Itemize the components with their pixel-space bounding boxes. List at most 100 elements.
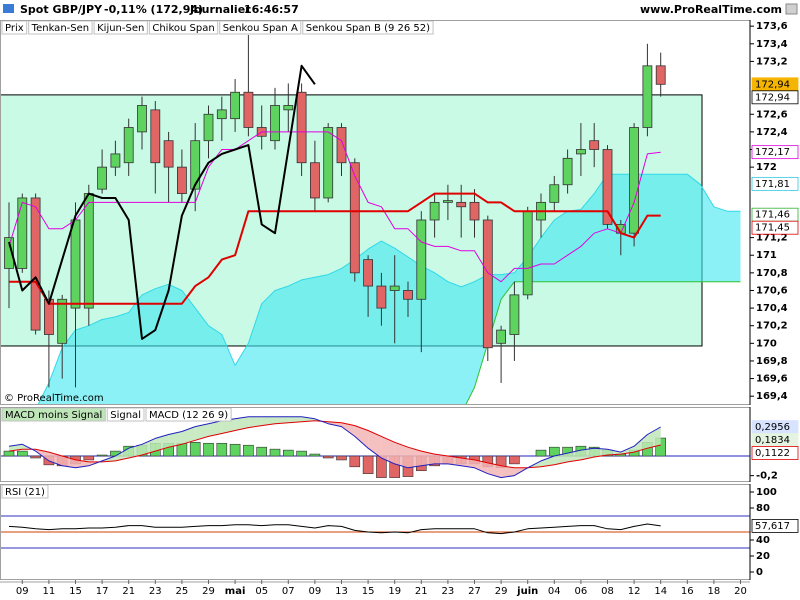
macd-band [408,447,422,468]
macd-band [142,438,156,456]
watermark: © ProRealTime.com [4,393,104,404]
y-tick-label: 173,2 [756,56,788,67]
legend-entry: Prix [5,23,24,34]
indicator-line [9,192,661,305]
candle-body [509,294,520,335]
y-tick-label: 170 [756,338,777,349]
histogram-bar [3,450,15,457]
x-tick-label: 08 [601,586,614,597]
candle-body [376,285,387,309]
macd-band [354,425,369,449]
x-tick-label: 17 [96,586,109,597]
x-tick-label: 05 [255,586,268,597]
macd-band [368,430,382,458]
candle-body [549,184,560,203]
y-tick-label: 170,8 [756,268,788,279]
panel [0,515,750,549]
x-tick-label: 23 [149,586,162,597]
y-tick-label: 171 [756,250,777,261]
legend-entry: Chikou Span [152,23,214,34]
macd-band [341,422,355,437]
x-tick-label: 27 [468,586,481,597]
candle-body [176,166,187,194]
histogram-bar [282,449,294,457]
histogram-bar [322,455,334,459]
candle-body [216,109,227,120]
x-tick-label: 18 [708,586,721,597]
y-tick-label: 20 [756,551,770,562]
y-tick-label: 172,6 [756,109,788,120]
macd-band [461,457,475,468]
macd-band [541,456,555,467]
candle-body [30,197,41,331]
panel [0,416,750,479]
macd-band [195,423,209,441]
x-tick-label: 06 [575,586,588,597]
period: Journalier [189,3,251,16]
legend-entry: Kijun-Sen [97,23,144,34]
histogram-bar [16,450,28,457]
macd-band [155,434,169,452]
x-tick-label: 15 [69,586,82,597]
y-tick-label: 169,6 [756,374,788,385]
macd-band [554,453,568,465]
histogram-bar [256,446,268,457]
x-tick-label: 07 [282,586,295,597]
histogram-bar [203,442,214,457]
x-tick-label: 29 [202,586,215,597]
y-tick-label: 100 [756,487,777,498]
candle-body [456,201,467,208]
settings-icon[interactable] [785,3,798,15]
x-tick-label: juin [516,586,538,597]
candle-body [4,237,14,269]
histogram-bar [535,449,547,457]
x-tick-label: 20 [734,586,747,597]
candle-body [163,140,174,168]
macd-band [634,434,648,453]
candle-body [70,219,81,309]
histogram-bar [548,446,560,457]
macd-band [168,431,182,448]
site: www.ProRealTime.com [640,3,782,16]
y-tick-label: -0,2 [756,471,778,482]
y-tick-label: 173,6 [756,21,788,32]
legend-entry: Tenkan-Sen [31,23,89,34]
histogram-bar [269,448,281,457]
x-tick-label: 21 [415,586,428,597]
legend-entry: MACD (12 26 9) [149,410,228,421]
value-tag [751,220,799,235]
macd-band [115,448,129,461]
x-tick-label: 15 [362,586,375,597]
value-tag-label: 172,94 [755,92,790,103]
macd-band [474,459,488,474]
macd-band [248,416,262,428]
senkou-line [37,173,741,405]
candle-body [203,113,214,142]
x-tick-label: 19 [388,586,401,597]
macd-band [381,436,395,464]
x-tick-label: 25 [176,586,189,597]
value-tag-label: 171,46 [755,210,790,221]
macd-band [594,448,608,457]
y-tick-label: 170,6 [756,285,788,296]
candle-body [296,91,307,164]
candle-body [83,193,94,309]
candle-body [270,105,280,142]
indicator-line [8,64,316,340]
candle-body [283,105,294,111]
histogram-bar [296,450,307,457]
candle-body [429,201,440,221]
candle-body [110,153,121,168]
histogram-bar [336,455,347,461]
price-change: -0,11% (172,94) [104,3,203,16]
y-tick-label: 172,4 [756,127,788,138]
legend-entry: Senkou Span A [223,23,298,34]
candle-body [602,149,613,225]
value-tag [751,446,799,460]
macd-band [421,451,435,466]
cloud [37,174,741,405]
macd-band [434,454,448,464]
value-tag [751,176,799,191]
legend-entry: Signal [110,410,141,421]
